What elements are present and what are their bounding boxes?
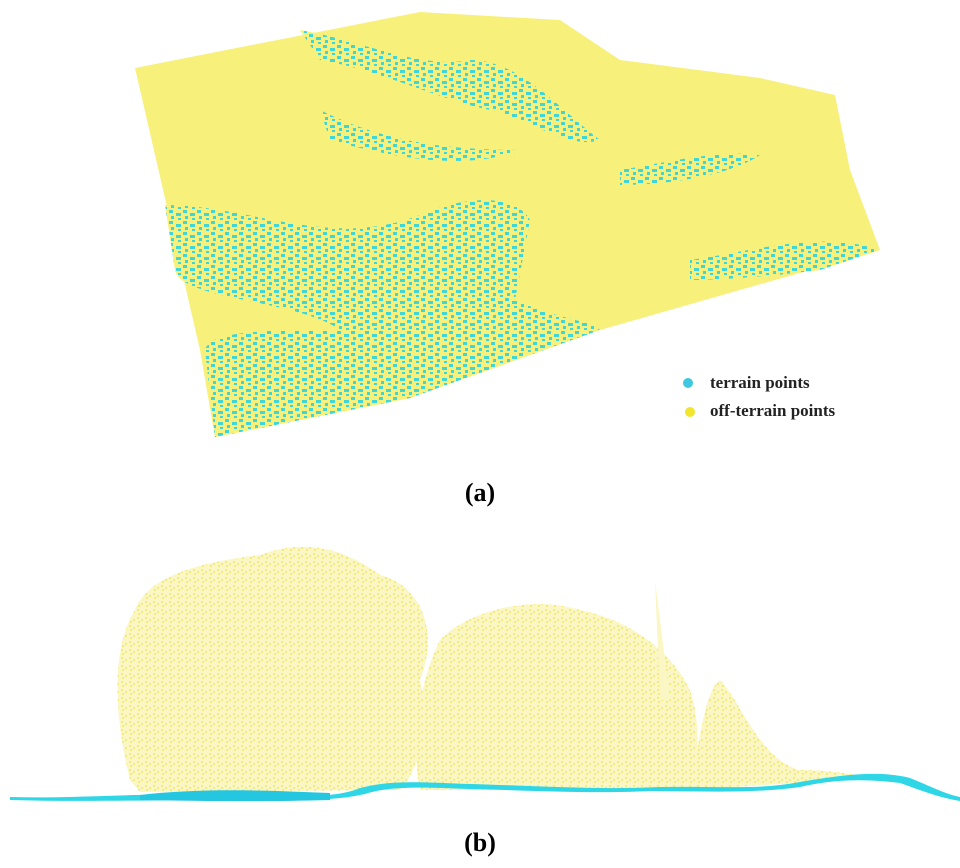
point-cloud-side xyxy=(10,547,960,801)
legend-label: off-terrain points xyxy=(710,401,836,420)
page: terrain points off-terrain points (a) (b… xyxy=(0,0,960,868)
legend-marker xyxy=(685,407,695,417)
figure: terrain points off-terrain points (a) (b… xyxy=(0,0,960,868)
legend-label: terrain points xyxy=(710,373,810,392)
legend: terrain points off-terrain points xyxy=(683,373,836,420)
caption: (a) xyxy=(465,478,495,507)
caption: (b) xyxy=(464,828,496,857)
legend-marker xyxy=(683,378,693,388)
